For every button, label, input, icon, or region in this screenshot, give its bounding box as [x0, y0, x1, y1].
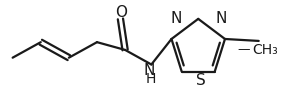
Text: N: N [216, 11, 227, 26]
Text: N: N [144, 63, 155, 78]
Text: S: S [196, 74, 206, 88]
Text: —: — [237, 43, 250, 56]
Text: O: O [115, 5, 127, 20]
Text: N: N [170, 11, 181, 26]
Text: CH₃: CH₃ [253, 43, 278, 57]
Text: H: H [145, 72, 156, 86]
